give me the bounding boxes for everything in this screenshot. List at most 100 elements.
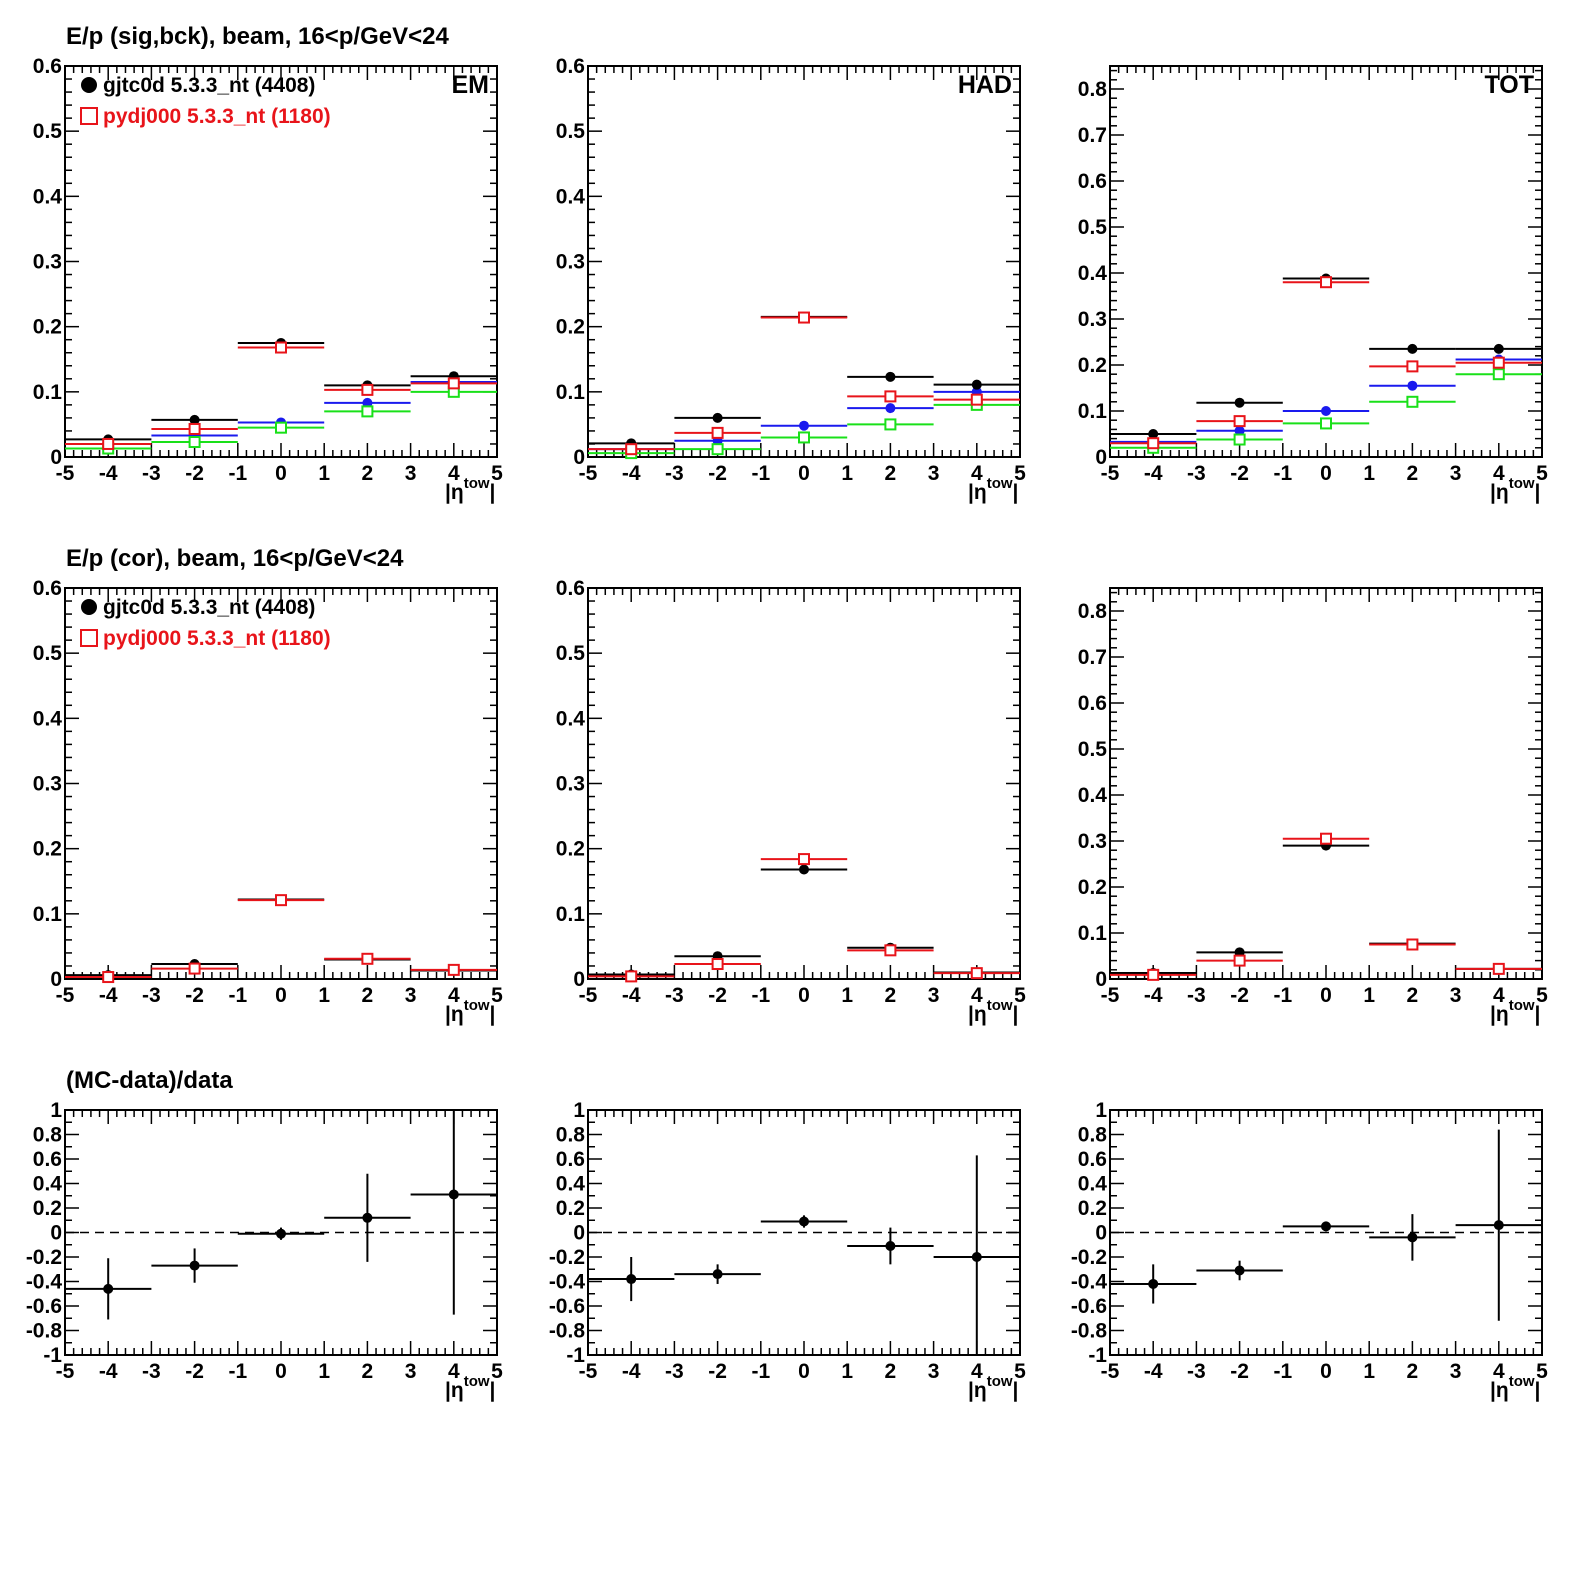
y-tick-label: 0.4 bbox=[1078, 1173, 1108, 1196]
x-axis-title-sup: tow bbox=[464, 1373, 490, 1390]
ticks bbox=[587, 587, 1021, 980]
row-title: E/p (cor), beam, 16<p/GeV<24 bbox=[66, 545, 404, 572]
x-tick-label: 0 bbox=[275, 984, 287, 1007]
data-point bbox=[885, 371, 896, 382]
x-tick-label: 2 bbox=[1407, 1360, 1419, 1383]
data-point bbox=[448, 1189, 459, 1200]
data-point-square bbox=[188, 422, 201, 435]
x-tick-label: -4 bbox=[622, 462, 641, 485]
y-tick-label: 0.6 bbox=[33, 577, 62, 600]
data-point bbox=[799, 420, 809, 431]
ticks bbox=[587, 1109, 1021, 1356]
y-tick-label: -0.8 bbox=[26, 1320, 63, 1343]
series-1 bbox=[1110, 840, 1542, 979]
y-tick-label: 0.8 bbox=[33, 1124, 63, 1147]
x-axis-title-main: |η bbox=[1490, 1003, 1509, 1026]
x-tick-label: -1 bbox=[1273, 462, 1292, 485]
data-point bbox=[1493, 343, 1504, 354]
y-tick-label: 1 bbox=[573, 1099, 585, 1122]
panel-r3c3: -5 -4 -3 -2 -1 0 1 2 3 4 5-1-0.8-0.6-0.4-0.200.20.… bbox=[1071, 1099, 1548, 1402]
x-tick-label: 1 bbox=[1363, 462, 1375, 485]
x-tick-label: 0 bbox=[798, 1360, 810, 1383]
x-axis-title-close: | bbox=[1535, 1003, 1541, 1026]
data-point bbox=[1234, 425, 1245, 436]
x-tick-label: -5 bbox=[1101, 984, 1120, 1007]
x-tick-label: 3 bbox=[405, 462, 417, 485]
data-point-square bbox=[1320, 417, 1332, 430]
y-tick-label: 0 bbox=[50, 968, 62, 991]
y-tick-label: 0.2 bbox=[556, 316, 585, 339]
y-tick-label: -0.2 bbox=[1071, 1246, 1107, 1269]
y-tick-label: 0.6 bbox=[1078, 692, 1107, 715]
ticks bbox=[1109, 1109, 1543, 1356]
x-tick-label: 2 bbox=[885, 462, 897, 485]
x-tick-label: -1 bbox=[228, 984, 247, 1007]
y-tick-label: 0.1 bbox=[33, 903, 63, 926]
y-tick-label: 0 bbox=[573, 1222, 585, 1245]
series-2 bbox=[65, 894, 497, 984]
x-tick-label: 3 bbox=[405, 984, 417, 1007]
panel-label: TOT bbox=[1484, 71, 1534, 99]
series-1 bbox=[65, 377, 497, 449]
x-axis-title-close: | bbox=[490, 1379, 496, 1402]
y-tick-label: 0.8 bbox=[1078, 1124, 1108, 1147]
y-tick-label: 0.5 bbox=[556, 642, 586, 665]
x-tick-label: -3 bbox=[665, 1360, 684, 1383]
x-tick-label: -5 bbox=[1101, 1360, 1120, 1383]
y-tick-label: 0.3 bbox=[33, 773, 62, 796]
y-tick-label: 0.6 bbox=[556, 577, 585, 600]
y-tick-label: 0.3 bbox=[1078, 308, 1107, 331]
x-tick-label: -5 bbox=[579, 1360, 598, 1383]
x-tick-label: -4 bbox=[99, 1360, 118, 1383]
x-tick-label: 1 bbox=[318, 984, 330, 1007]
panel-r1c1: -5 -4 -3 -2 -1 0 1 2 3 4 5 0 0.1 0.2 0.3 0.4 0.5 0.6 |ηtow… bbox=[33, 55, 503, 504]
x-tick-label: 1 bbox=[1363, 1360, 1375, 1383]
x-axis-title-sup: tow bbox=[464, 475, 490, 492]
x-tick-label: 2 bbox=[362, 1360, 374, 1383]
legend-label: gjtc0d 5.3.3_nt (4408) bbox=[103, 596, 315, 619]
ticks bbox=[64, 65, 498, 458]
x-tick-label: -3 bbox=[1187, 462, 1206, 485]
x-axis-title-close: | bbox=[1013, 1379, 1019, 1402]
y-tick-label: 0.6 bbox=[1078, 170, 1107, 193]
y-tick-label: 0.2 bbox=[33, 1197, 62, 1220]
x-tick-label: -3 bbox=[665, 462, 684, 485]
y-tick-label: 0.1 bbox=[556, 381, 586, 404]
data-point bbox=[1234, 1265, 1245, 1276]
y-tick-label: 0.3 bbox=[33, 251, 62, 274]
data-point-square bbox=[361, 952, 374, 965]
y-tick-label: 0.5 bbox=[33, 120, 63, 143]
data-point-square bbox=[447, 963, 460, 976]
x-tick-label: 4 bbox=[971, 984, 983, 1007]
y-tick-label: 0.8 bbox=[556, 1124, 586, 1147]
x-tick-label: -3 bbox=[665, 984, 684, 1007]
panel-r1c2: -5 -4 -3 -2 -1 0 1 2 3 4 5 0 0.1 0.2 0.3 0.4 0.5 0.6 |ηtow… bbox=[556, 55, 1026, 504]
x-tick-label: 5 bbox=[491, 1360, 503, 1383]
row-title: (MC-data)/data bbox=[66, 1067, 233, 1094]
data-point-square bbox=[1320, 276, 1332, 289]
data-point-square bbox=[102, 971, 115, 984]
plot-frame bbox=[1109, 587, 1543, 980]
data-point bbox=[971, 1252, 982, 1262]
y-tick-label: 0.2 bbox=[556, 1197, 585, 1220]
x-tick-label: 4 bbox=[448, 1360, 460, 1383]
x-tick-label: -4 bbox=[1144, 1360, 1163, 1383]
series-1 bbox=[65, 1110, 497, 1320]
x-tick-label: -2 bbox=[185, 1360, 204, 1383]
x-tick-label: -1 bbox=[751, 1360, 770, 1383]
x-tick-label: 5 bbox=[491, 984, 503, 1007]
data-point bbox=[1407, 380, 1418, 391]
y-tick-label: 0 bbox=[50, 1222, 62, 1245]
y-tick-label: 0.3 bbox=[556, 773, 585, 796]
y-tick-label: 0.2 bbox=[1078, 354, 1107, 377]
x-tick-label: 1 bbox=[318, 462, 330, 485]
data-point bbox=[799, 864, 809, 875]
x-tick-label: -2 bbox=[1230, 984, 1249, 1007]
x-axis-title: |ηtow| bbox=[445, 1373, 495, 1402]
x-axis-title-sup: tow bbox=[1509, 1373, 1535, 1390]
x-axis-title: |ηtow| bbox=[445, 475, 495, 504]
x-tick-label: 0 bbox=[1320, 984, 1332, 1007]
x-tick-label: 2 bbox=[1407, 984, 1419, 1007]
x-tick-label: -1 bbox=[228, 462, 247, 485]
